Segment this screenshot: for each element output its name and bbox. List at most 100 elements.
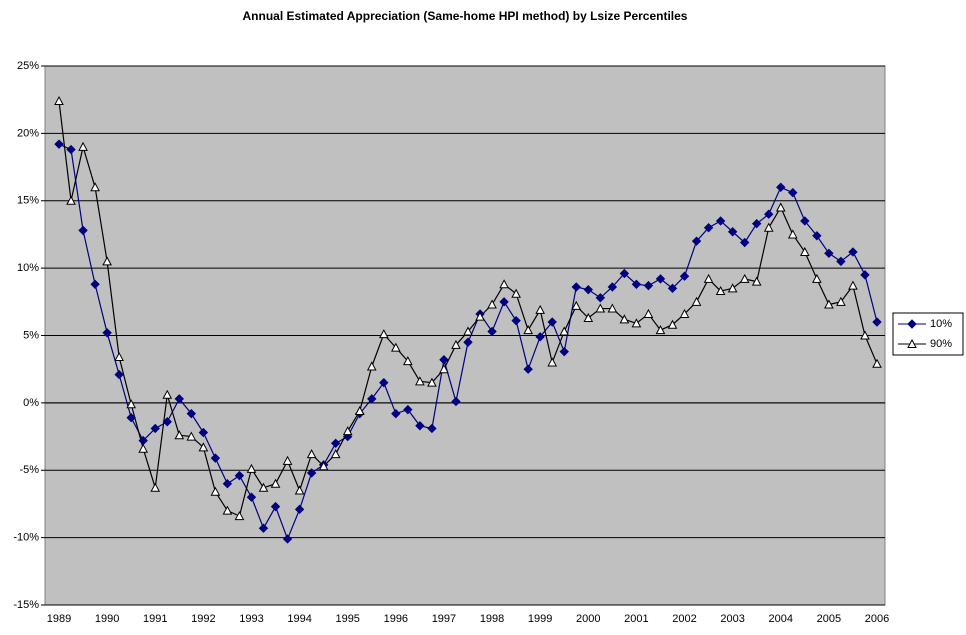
x-tick-label: 1992: [191, 613, 215, 625]
chart-title: Annual Estimated Appreciation (Same-home…: [243, 9, 688, 23]
data-point: [571, 282, 581, 292]
x-tick-label: 1999: [528, 613, 552, 625]
data-point: [739, 273, 750, 283]
data-point: [559, 326, 570, 336]
data-point: [872, 358, 882, 368]
data-point: [306, 449, 317, 459]
y-tick-label: -10%: [13, 532, 39, 544]
data-point: [439, 355, 449, 365]
data-point: [234, 470, 245, 481]
data-point: [451, 396, 461, 407]
x-tick-label: 2001: [624, 613, 648, 625]
x-tick-label: 2000: [576, 613, 600, 625]
data-point: [150, 423, 160, 434]
data-point: [691, 296, 702, 306]
data-point: [222, 505, 233, 515]
data-point: [270, 501, 281, 512]
data-point: [186, 431, 197, 441]
data-point: [715, 216, 726, 226]
data-point: [643, 308, 654, 318]
data-point: [379, 377, 389, 388]
legend-marker: [907, 338, 917, 348]
data-point: [739, 237, 750, 248]
data-point: [234, 511, 245, 521]
data-point: [787, 229, 798, 239]
data-point: [366, 361, 377, 371]
data-point: [174, 394, 185, 404]
data-point: [836, 256, 846, 267]
data-point: [294, 485, 305, 495]
data-point: [631, 318, 642, 328]
data-point: [824, 299, 834, 309]
y-tick-label: 0%: [23, 397, 39, 409]
data-point: [776, 182, 786, 192]
data-point: [114, 369, 124, 380]
data-point: [342, 426, 353, 436]
data-point: [318, 461, 329, 471]
data-point: [836, 296, 846, 306]
data-point: [583, 312, 594, 322]
data-point: [282, 534, 293, 544]
data-point: [764, 209, 774, 219]
x-tick-label: 1991: [143, 613, 167, 625]
data-point: [403, 356, 413, 366]
data-point: [812, 273, 822, 283]
data-point: [415, 376, 425, 386]
data-point: [354, 405, 365, 415]
data-point: [174, 430, 185, 440]
data-point: [751, 218, 762, 229]
data-point: [511, 288, 521, 298]
data-point: [78, 141, 88, 151]
data-point: [463, 337, 473, 347]
data-point: [667, 319, 678, 329]
data-point: [655, 274, 666, 284]
data-point: [619, 314, 630, 324]
data-point: [390, 342, 401, 352]
data-point: [102, 256, 112, 266]
y-tick-label: 25%: [17, 60, 39, 72]
legend-marker: [907, 319, 917, 329]
data-point: [679, 271, 690, 281]
data-point: [270, 478, 281, 488]
data-point: [788, 187, 798, 198]
data-point: [330, 449, 341, 459]
data-point: [403, 404, 413, 415]
data-point: [90, 279, 100, 290]
data-point: [848, 247, 858, 257]
data-point: [643, 280, 654, 291]
data-point: [523, 325, 533, 335]
x-tick-label: 2006: [865, 613, 889, 625]
x-tick-label: 1990: [95, 613, 119, 625]
data-point: [138, 443, 149, 453]
data-point: [595, 293, 606, 303]
x-tick-label: 2003: [720, 613, 744, 625]
data-point: [487, 299, 497, 309]
data-point: [703, 273, 714, 283]
data-point: [114, 351, 124, 362]
y-tick-label: 15%: [17, 195, 39, 207]
data-point: [499, 297, 509, 307]
data-point: [463, 326, 473, 336]
data-point: [246, 463, 257, 473]
x-tick-label: 2005: [817, 613, 841, 625]
data-point: [198, 427, 209, 438]
data-point: [523, 364, 533, 374]
data-point: [715, 285, 726, 296]
data-point: [511, 315, 521, 326]
data-point: [210, 486, 221, 496]
x-tick-label: 2002: [672, 613, 696, 625]
data-point: [306, 468, 317, 478]
data-point: [751, 276, 762, 286]
data-point: [439, 364, 449, 374]
data-point: [90, 182, 100, 192]
data-point: [198, 442, 209, 452]
data-point: [872, 317, 882, 327]
data-point: [126, 412, 136, 423]
data-point: [330, 438, 341, 449]
data-point: [619, 268, 630, 279]
data-point: [799, 246, 810, 256]
data-point: [78, 225, 88, 236]
data-point: [210, 453, 221, 463]
x-tick-label: 1997: [432, 613, 456, 625]
